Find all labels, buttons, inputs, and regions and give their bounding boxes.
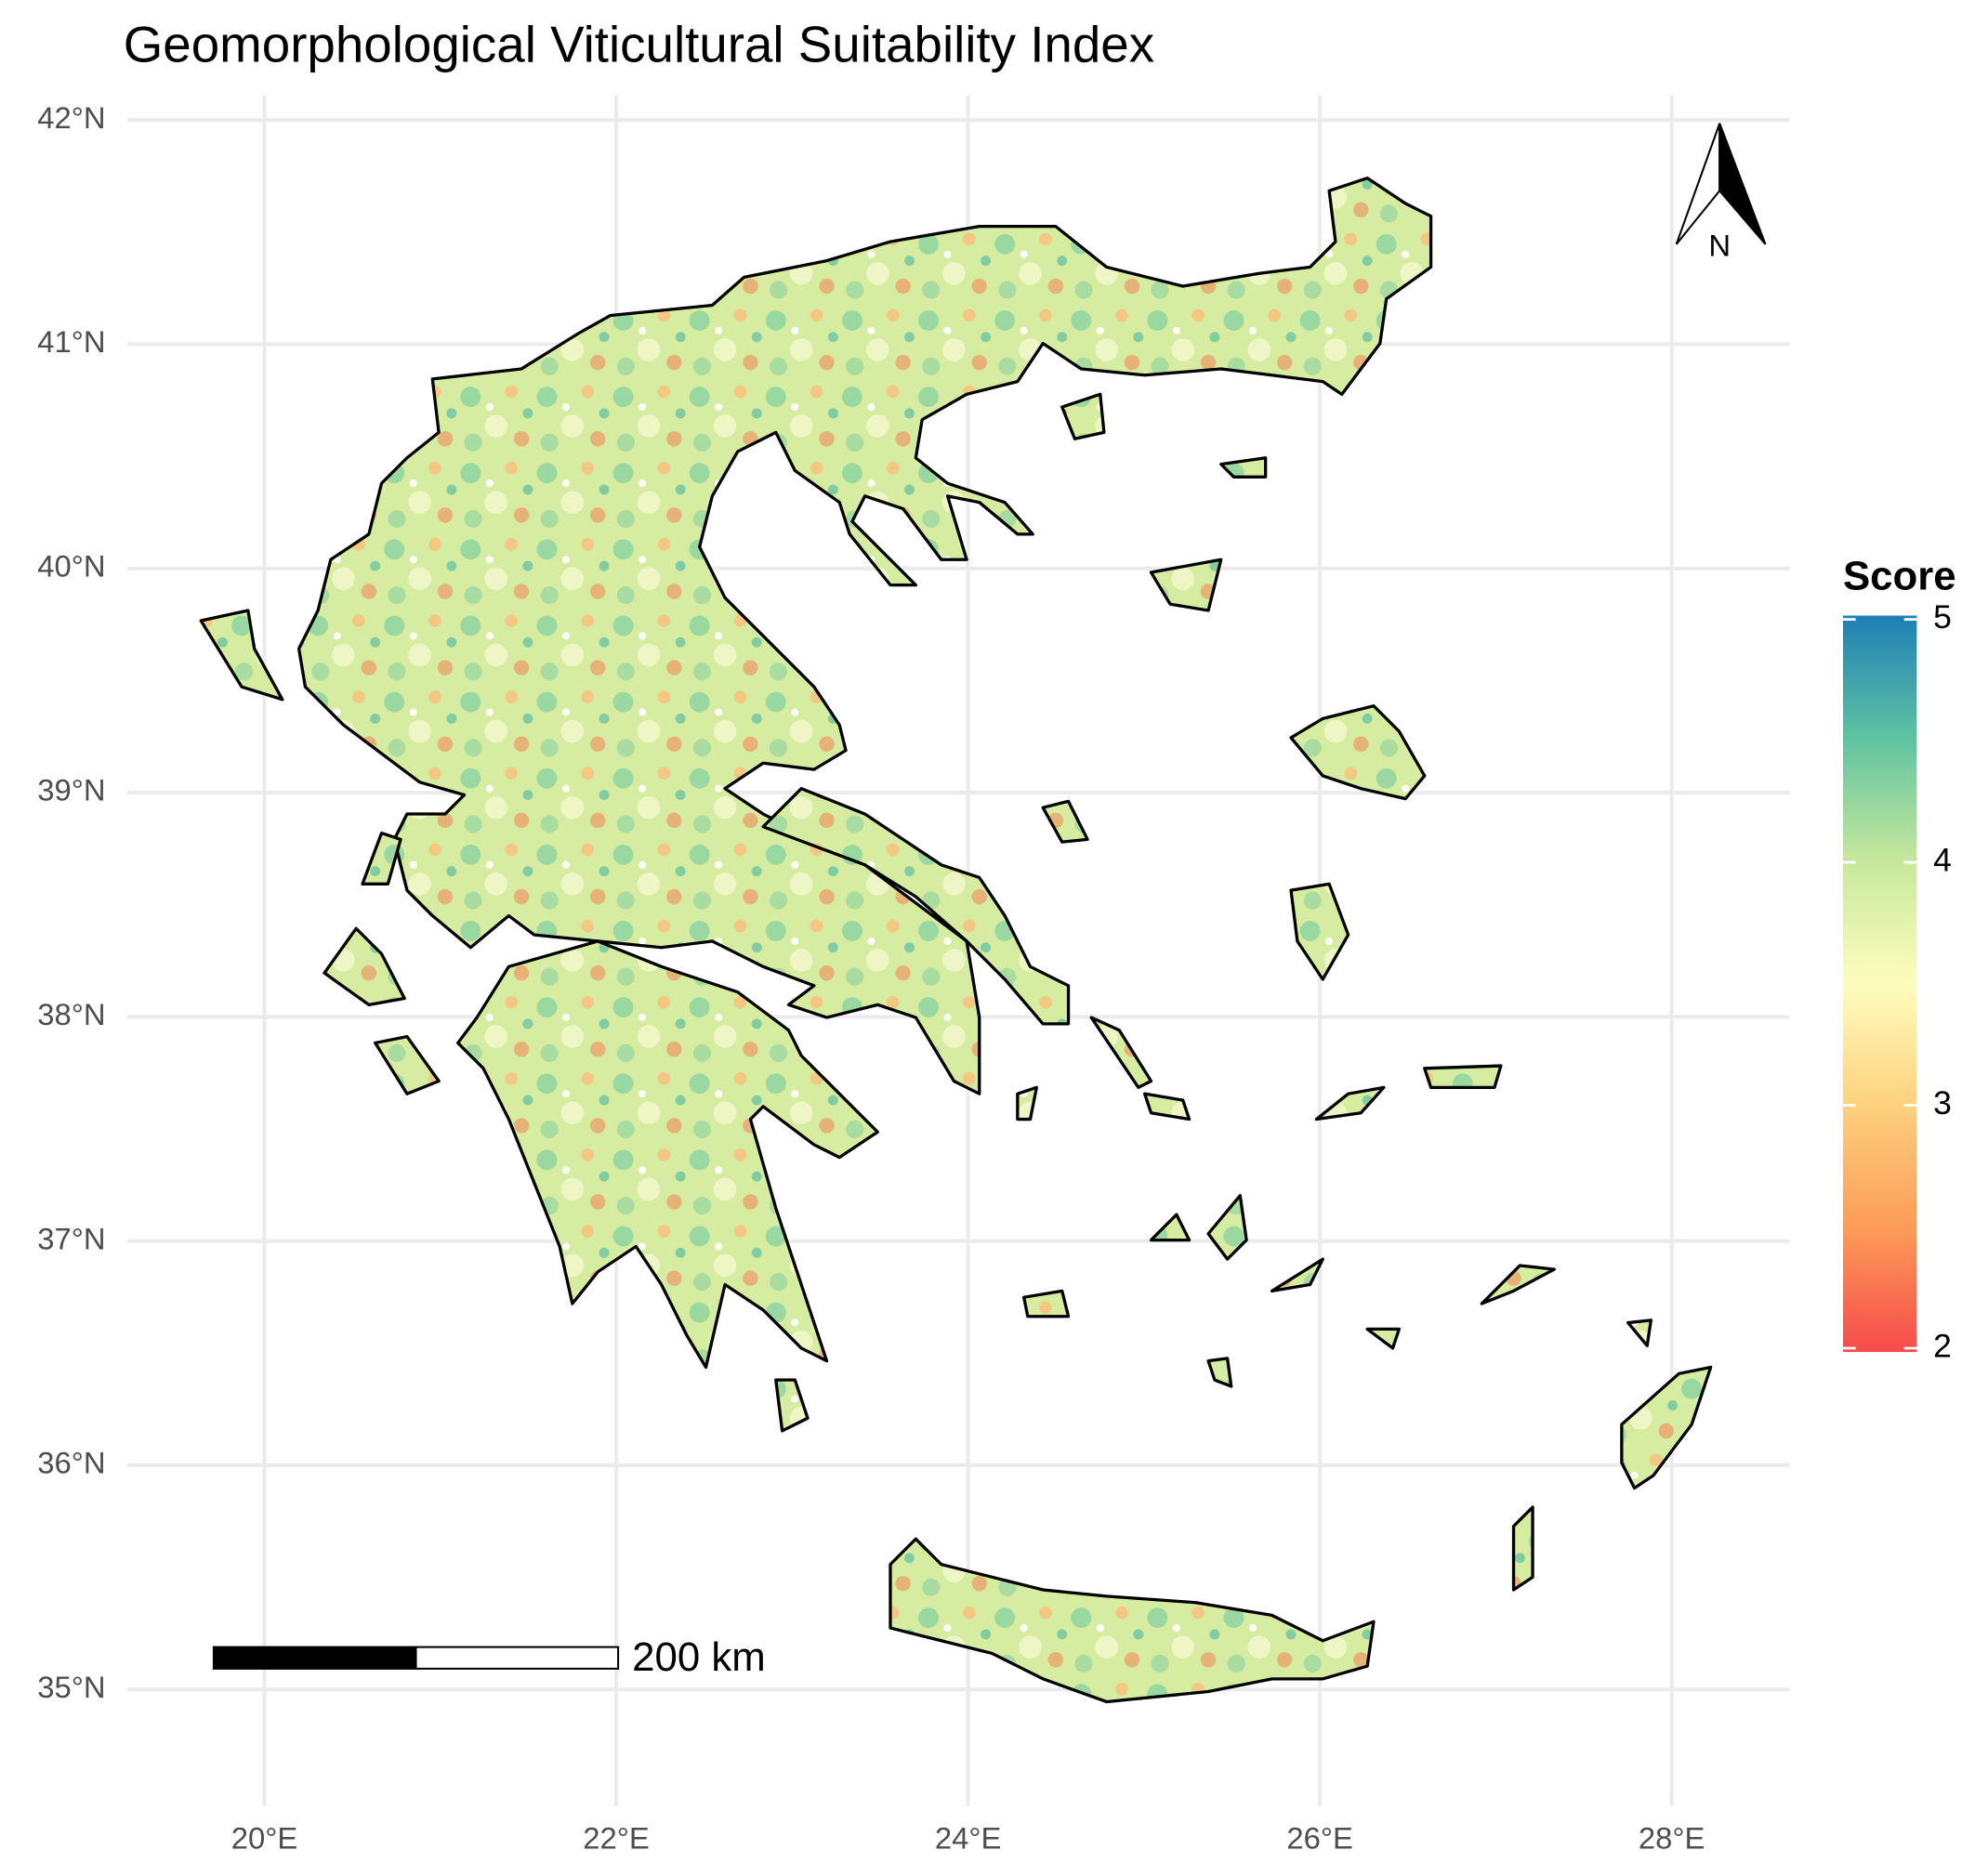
island	[1289, 882, 1350, 981]
island	[1143, 1092, 1191, 1122]
colorbar	[1842, 615, 1917, 1353]
x-tick-label: 20°E	[231, 1820, 298, 1855]
island	[1022, 1289, 1071, 1318]
island	[1365, 1327, 1402, 1350]
colorbar-label: 2	[1933, 1327, 1952, 1364]
peloponnese	[456, 939, 879, 1370]
y-tick-label: 38°N	[37, 997, 105, 1031]
scale-bar-segment	[415, 1646, 620, 1670]
y-tick-label: 39°N	[37, 773, 105, 807]
island	[1620, 1365, 1713, 1490]
crete	[889, 1537, 1376, 1704]
x-tick-label: 26°E	[1286, 1820, 1353, 1855]
island	[323, 926, 406, 1007]
y-tick-label: 37°N	[37, 1221, 105, 1255]
scale-bar: 200 km	[212, 1634, 766, 1680]
island	[1219, 456, 1268, 479]
north-arrow-label: N	[1708, 229, 1731, 263]
island	[1480, 1264, 1556, 1305]
x-tick-label: 22°E	[583, 1820, 650, 1855]
island	[774, 1378, 810, 1433]
island	[1060, 392, 1106, 440]
north-arrow-right	[1718, 123, 1767, 245]
y-tick-label: 35°N	[37, 1670, 105, 1704]
island	[1016, 1085, 1038, 1122]
mainland	[296, 176, 1433, 1095]
x-tick-label: 24°E	[935, 1820, 1002, 1855]
island	[1149, 1213, 1191, 1242]
y-tick-label: 42°N	[37, 100, 105, 135]
island	[374, 1034, 441, 1095]
island	[1289, 704, 1427, 801]
island	[1149, 558, 1223, 612]
island	[1314, 1085, 1386, 1122]
island	[361, 831, 402, 886]
legend: 2 3 4 5	[1842, 598, 1952, 1364]
scale-bar-label: 200 km	[632, 1634, 766, 1680]
island	[1423, 1064, 1503, 1089]
x-tick-label: 28°E	[1639, 1820, 1705, 1855]
island	[1089, 1016, 1153, 1089]
north-arrow-left	[1675, 123, 1721, 245]
island	[1626, 1318, 1652, 1347]
colorbar-label: 3	[1933, 1084, 1952, 1122]
land	[199, 176, 1713, 1704]
island	[199, 609, 284, 702]
title: Geomorphological Viticultural Suitabilit…	[124, 15, 1154, 72]
scale-bar-segment	[212, 1646, 417, 1670]
island	[1041, 799, 1089, 844]
y-tick-label: 40°N	[37, 548, 105, 583]
legend-title: Score	[1843, 553, 1956, 598]
north-arrow: N	[1675, 123, 1767, 263]
island	[1206, 1194, 1248, 1261]
island	[1270, 1257, 1324, 1292]
colorbar-label: 4	[1933, 841, 1952, 878]
island	[1206, 1357, 1233, 1388]
colorbar-label: 5	[1933, 598, 1952, 636]
euboea	[761, 787, 1071, 1026]
y-tick-label: 41°N	[37, 324, 105, 359]
island	[1511, 1505, 1534, 1592]
y-tick-label: 36°N	[37, 1446, 105, 1480]
